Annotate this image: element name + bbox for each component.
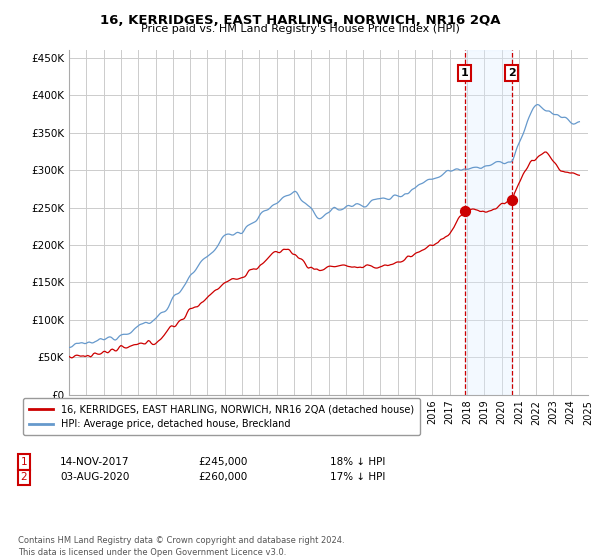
Legend: 16, KERRIDGES, EAST HARLING, NORWICH, NR16 2QA (detached house), HPI: Average pr: 16, KERRIDGES, EAST HARLING, NORWICH, NR… [23,398,420,435]
Text: Contains HM Land Registry data © Crown copyright and database right 2024.
This d: Contains HM Land Registry data © Crown c… [18,536,344,557]
Text: 14-NOV-2017: 14-NOV-2017 [60,457,130,467]
Text: 18% ↓ HPI: 18% ↓ HPI [330,457,385,467]
Text: 1: 1 [461,68,469,78]
Text: 2: 2 [20,472,28,482]
Text: 16, KERRIDGES, EAST HARLING, NORWICH, NR16 2QA: 16, KERRIDGES, EAST HARLING, NORWICH, NR… [100,14,500,27]
Text: £260,000: £260,000 [198,472,247,482]
Text: £245,000: £245,000 [198,457,247,467]
Point [507,195,517,204]
Text: 2: 2 [508,68,515,78]
Text: 1: 1 [20,457,28,467]
Point [460,207,469,216]
Text: Price paid vs. HM Land Registry's House Price Index (HPI): Price paid vs. HM Land Registry's House … [140,24,460,34]
Bar [464,50,512,395]
Text: 17% ↓ HPI: 17% ↓ HPI [330,472,385,482]
Text: 03-AUG-2020: 03-AUG-2020 [60,472,130,482]
